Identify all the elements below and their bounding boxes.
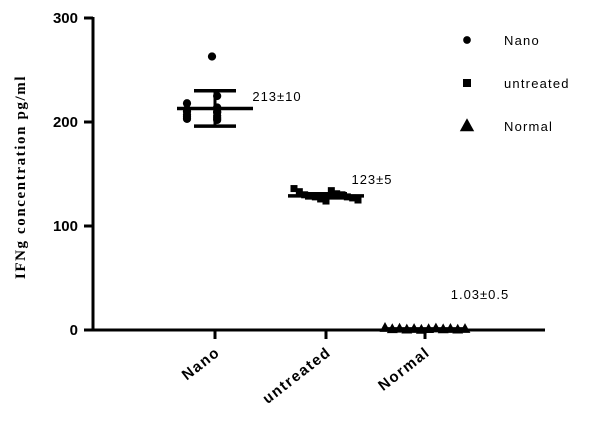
y-tick-label: 200 (53, 114, 78, 131)
legend-marker (463, 36, 471, 44)
series-normal (380, 322, 471, 334)
legend-marker (463, 79, 471, 87)
legend: Nano untreated Normal (460, 33, 570, 134)
x-tick-label: untreated (260, 344, 335, 408)
annotation-untreated: 123±5 (351, 172, 392, 187)
legend-item-normal: Normal (460, 118, 553, 134)
y-tick-label: 100 (53, 218, 78, 235)
annotation-nano: 213±10 (252, 89, 301, 104)
x-axis: Nano untreated Normal (92, 330, 546, 408)
annotation-normal: 1.03±0.5 (451, 287, 510, 302)
series-nano (177, 52, 253, 126)
legend-marker (460, 118, 474, 131)
plot-area (177, 52, 470, 333)
x-tick-label: Normal (375, 344, 433, 395)
data-point (208, 52, 216, 60)
series-untreated (288, 185, 364, 204)
y-axis: 0 100 200 300 (53, 10, 93, 339)
legend-label: Nano (504, 33, 540, 48)
legend-label: untreated (504, 76, 570, 91)
legend-item-nano: Nano (463, 33, 540, 48)
y-tick-label: 0 (70, 322, 78, 339)
legend-label: Normal (504, 119, 553, 134)
y-axis-label: IFNg concentration pg/ml (13, 75, 29, 279)
legend-item-untreated: untreated (463, 76, 570, 91)
data-point (183, 115, 191, 123)
y-tick-label: 300 (53, 10, 78, 27)
x-tick-label: Nano (179, 344, 224, 384)
